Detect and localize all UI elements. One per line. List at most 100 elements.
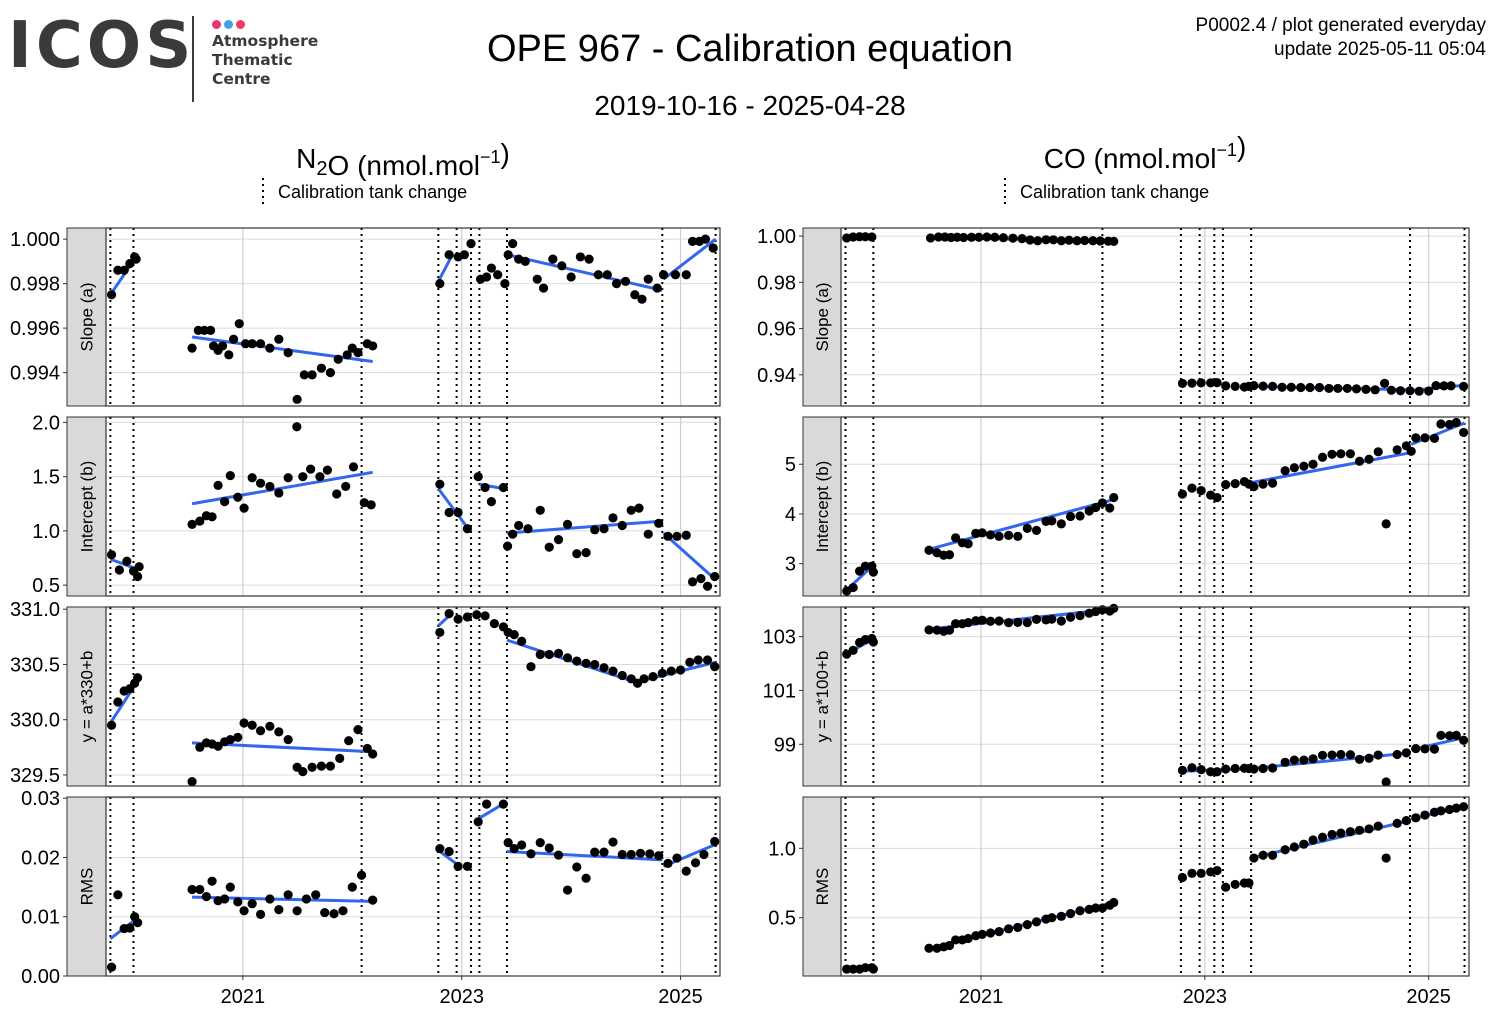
- data-point: [348, 462, 359, 472]
- data-point: [1345, 750, 1355, 760]
- fit-line: [1250, 751, 1411, 770]
- update-timestamp: update 2025-05-11 05:04: [1274, 39, 1486, 60]
- logo-line-1: Atmosphere: [212, 32, 319, 50]
- data-point: [1406, 446, 1416, 456]
- data-point: [990, 232, 1000, 242]
- data-point: [1373, 447, 1383, 457]
- data-point: [1230, 479, 1240, 489]
- data-point: [292, 422, 302, 432]
- facet-strip: [802, 227, 842, 407]
- data-point: [710, 836, 720, 847]
- data-point: [1280, 466, 1290, 476]
- logo-dot-red: [236, 20, 245, 29]
- data-point: [233, 492, 243, 502]
- data-point: [685, 657, 695, 667]
- data-point: [114, 565, 124, 575]
- data-point: [486, 263, 496, 273]
- data-point: [453, 614, 463, 624]
- data-point: [239, 503, 249, 513]
- data-point: [645, 849, 655, 859]
- facet-panel-bg: [841, 228, 1469, 406]
- data-point: [1088, 236, 1098, 246]
- data-point: [581, 658, 591, 668]
- data-point: [848, 645, 858, 655]
- data-point: [265, 894, 275, 904]
- data-point: [1177, 765, 1188, 775]
- data-point: [687, 577, 698, 587]
- data-point: [1395, 386, 1406, 396]
- data-point: [201, 891, 212, 902]
- data-point: [924, 625, 934, 635]
- data-point: [1187, 378, 1197, 388]
- data-point: [608, 837, 618, 847]
- data-point: [1380, 378, 1390, 388]
- data-point: [590, 525, 600, 535]
- facet-panel-bg: [106, 797, 720, 976]
- data-point: [966, 232, 977, 242]
- icos-logo-wordmark: ICOS: [8, 9, 196, 83]
- data-point: [590, 659, 600, 670]
- data-point: [1280, 845, 1290, 855]
- data-point: [1267, 478, 1278, 488]
- facet-strip: [66, 227, 107, 407]
- y-tick-label: 331.0: [10, 599, 60, 621]
- data-point: [602, 270, 612, 280]
- x-tick-label: 2025: [658, 986, 703, 1008]
- logo-line-3: Centre: [212, 70, 271, 88]
- data-point: [1249, 482, 1259, 492]
- data-point: [1436, 419, 1446, 429]
- data-point: [113, 890, 123, 900]
- data-point: [1296, 382, 1306, 393]
- data-point: [1097, 498, 1108, 508]
- data-point: [562, 653, 573, 663]
- data-point: [1267, 763, 1278, 773]
- data-point: [119, 265, 129, 275]
- data-point: [1401, 748, 1411, 758]
- data-point: [1187, 763, 1197, 773]
- data-point: [322, 465, 333, 475]
- data-point: [239, 718, 249, 728]
- data-point: [444, 846, 454, 857]
- page-title: OPE 967 - Calibration equation: [487, 28, 1013, 70]
- facet-panel-bg: [841, 417, 1469, 596]
- data-point: [1109, 603, 1119, 613]
- y-tick-label: 101: [763, 680, 796, 702]
- data-point: [106, 290, 117, 300]
- data-point: [1289, 842, 1299, 852]
- data-point: [481, 799, 492, 809]
- data-point: [255, 909, 266, 919]
- data-point: [1031, 917, 1042, 927]
- data-point: [867, 232, 877, 242]
- data-point: [462, 861, 473, 871]
- data-point: [1308, 459, 1318, 469]
- logo-dots-icon: [212, 16, 248, 34]
- x-tick-label: 2023: [439, 986, 484, 1008]
- data-point: [341, 481, 351, 492]
- data-point: [1221, 381, 1231, 391]
- data-point: [1031, 614, 1042, 624]
- data-point: [1095, 236, 1105, 246]
- data-point: [593, 270, 603, 280]
- data-point: [502, 541, 513, 551]
- data-point: [925, 233, 936, 243]
- data-point: [566, 272, 576, 282]
- data-point: [368, 341, 378, 351]
- data-point: [951, 533, 961, 543]
- data-point: [868, 567, 878, 577]
- facet-label: Slope (a): [78, 283, 97, 352]
- data-point: [1230, 381, 1240, 391]
- data-point: [356, 870, 367, 880]
- y-tick-label: 330.0: [10, 710, 60, 732]
- data-point: [1072, 236, 1082, 246]
- data-point: [1177, 489, 1188, 499]
- data-point: [274, 488, 284, 498]
- panel-title-n2o: N2O (nmol.mol−1): [296, 138, 510, 181]
- data-point: [544, 843, 554, 853]
- data-point: [553, 850, 564, 860]
- data-point: [1230, 763, 1240, 774]
- data-point: [696, 574, 706, 584]
- data-point: [868, 964, 878, 974]
- data-point: [1392, 818, 1402, 828]
- data-point: [1289, 755, 1299, 765]
